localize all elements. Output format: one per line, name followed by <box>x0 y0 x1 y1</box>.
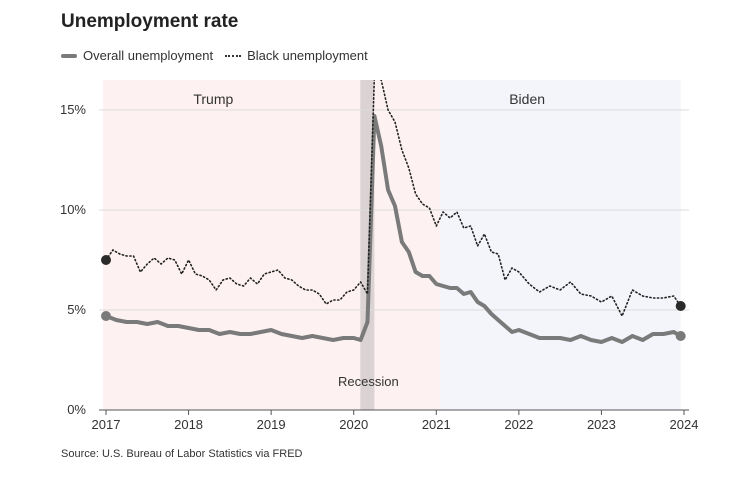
y-tick-label: 10% <box>60 202 86 217</box>
legend: Overall unemployment Black unemployment <box>61 48 380 63</box>
overall-end-marker <box>675 331 686 341</box>
line-overall-unemployment <box>104 114 683 344</box>
legend-item-overall: Overall unemployment <box>61 48 213 63</box>
black-start-marker <box>101 255 111 265</box>
overall-start-marker <box>101 311 111 321</box>
x-tick-label: 2021 <box>422 417 451 432</box>
x-tick-label: 2022 <box>504 417 533 432</box>
x-tick-label: 2020 <box>339 417 368 432</box>
chart-title: Unemployment rate <box>61 11 239 32</box>
x-tick-label: 2019 <box>257 417 286 432</box>
legend-label-overall: Overall unemployment <box>83 48 214 63</box>
x-tick-label: 2024 <box>670 417 699 432</box>
region-label-biden: Biden <box>509 91 545 107</box>
recession-label: Recession <box>338 374 399 389</box>
legend-swatch-solid <box>61 53 77 58</box>
series-layer <box>104 80 683 344</box>
x-tick-label: 2017 <box>92 417 121 432</box>
region-trump <box>103 80 441 410</box>
line-black-unemployment <box>105 80 682 317</box>
y-tick-label: 5% <box>67 302 86 317</box>
legend-swatch-dotted <box>225 54 242 57</box>
region-biden <box>440 80 681 410</box>
region-label-trump: Trump <box>193 91 233 107</box>
y-tick-label: 15% <box>60 102 86 117</box>
source-note: Source: U.S. Bureau of Labor Statistics … <box>61 448 303 460</box>
black-end-marker <box>675 301 686 311</box>
axis-layer: 0% 5% 10% 15% 2017 2018 2019 2020 2021 2022 2023 20… <box>60 102 698 432</box>
markers-layer <box>101 255 686 341</box>
x-tick-label: 2018 <box>174 417 203 432</box>
legend-label-black: Black unemployment <box>247 48 368 63</box>
legend-item-black: Black unemployment <box>225 48 368 63</box>
regions-layer <box>103 80 681 410</box>
region-labels-layer: Trump Biden Recession <box>193 91 545 389</box>
x-tick-label: 2023 <box>587 417 616 432</box>
y-tick-label: 0% <box>67 402 86 417</box>
